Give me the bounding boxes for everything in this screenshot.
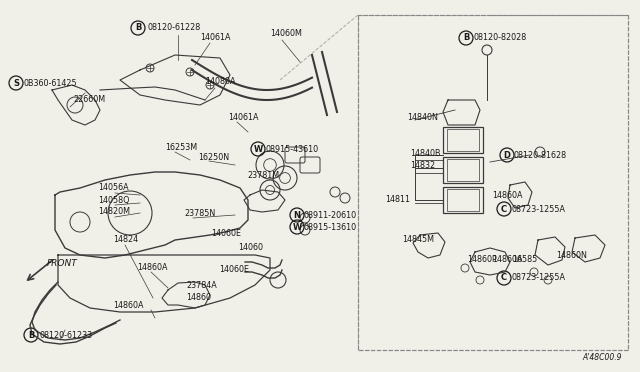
Text: 23781M: 23781M	[247, 171, 279, 180]
Text: 14811: 14811	[385, 196, 410, 205]
Text: 14860A: 14860A	[113, 301, 143, 310]
Text: 14832: 14832	[410, 161, 435, 170]
Text: 14061A: 14061A	[228, 113, 259, 122]
Text: 23784A: 23784A	[186, 280, 217, 289]
Text: W: W	[292, 222, 301, 231]
Text: 14860: 14860	[186, 294, 211, 302]
Text: 16250N: 16250N	[198, 154, 229, 163]
Text: 14860N: 14860N	[556, 250, 587, 260]
Text: 0B360-61425: 0B360-61425	[24, 78, 77, 87]
Text: W: W	[253, 144, 262, 154]
Text: C: C	[501, 205, 507, 214]
Text: 14056A: 14056A	[98, 183, 129, 192]
Text: 14060E: 14060E	[211, 228, 241, 237]
Text: 08120-61233: 08120-61233	[40, 330, 93, 340]
Text: 08911-20610: 08911-20610	[303, 211, 356, 219]
Text: 08723-1255A: 08723-1255A	[511, 273, 565, 282]
Text: 14840N: 14840N	[407, 113, 438, 122]
Text: 08120-81628: 08120-81628	[513, 151, 566, 160]
Text: 16585: 16585	[512, 256, 537, 264]
Text: 14845M: 14845M	[402, 235, 434, 244]
Text: 16253M: 16253M	[165, 144, 197, 153]
Text: 14860P: 14860P	[467, 256, 497, 264]
Text: 08915-43610: 08915-43610	[265, 144, 318, 154]
Text: N: N	[294, 211, 301, 219]
Text: 14824: 14824	[113, 235, 138, 244]
Text: 14860A: 14860A	[492, 190, 522, 199]
Text: 14080A: 14080A	[205, 77, 236, 87]
Text: 14840B: 14840B	[410, 148, 440, 157]
Text: 14820M: 14820M	[98, 208, 130, 217]
Text: 23785N: 23785N	[184, 208, 215, 218]
Text: 08120-61228: 08120-61228	[148, 23, 201, 32]
Text: C: C	[501, 273, 507, 282]
Text: 14058Q: 14058Q	[98, 196, 129, 205]
Text: B: B	[463, 33, 469, 42]
Text: 14860A: 14860A	[492, 256, 522, 264]
Text: 14060M: 14060M	[270, 29, 302, 38]
Text: 14860A: 14860A	[137, 263, 168, 273]
Text: 08915-13610: 08915-13610	[303, 222, 356, 231]
Text: 14060: 14060	[238, 244, 263, 253]
Text: S: S	[13, 78, 19, 87]
Text: D: D	[504, 151, 511, 160]
Text: 14061A: 14061A	[200, 33, 230, 42]
Text: 08723-1255A: 08723-1255A	[511, 205, 565, 214]
Text: B: B	[28, 330, 34, 340]
Text: 14060E: 14060E	[219, 266, 249, 275]
Text: 22660M: 22660M	[73, 94, 105, 103]
Text: A'48C00.9: A'48C00.9	[582, 353, 622, 362]
Text: FRONT: FRONT	[47, 259, 77, 267]
Text: 08120-82028: 08120-82028	[473, 33, 526, 42]
Text: B: B	[135, 23, 141, 32]
